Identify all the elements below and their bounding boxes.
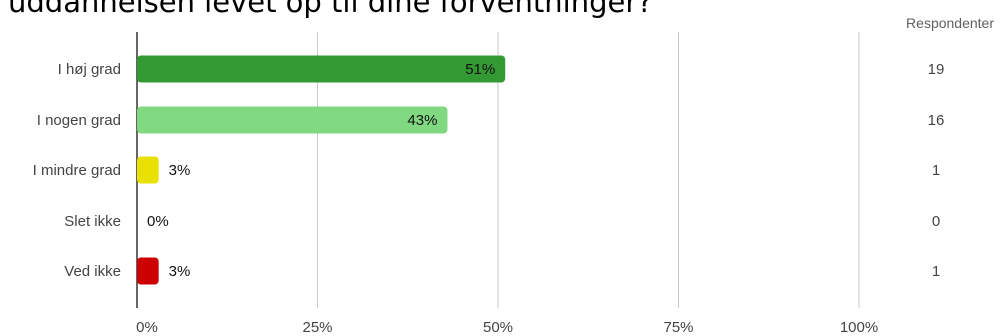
x-tick-label: 25%: [302, 319, 332, 336]
bar-value-label: 3%: [169, 263, 191, 280]
category-label: I nogen grad: [37, 112, 121, 129]
x-tick-label: 100%: [840, 319, 878, 336]
category-label: Slet ikke: [64, 213, 121, 230]
x-tick-label: 50%: [483, 319, 513, 336]
respondent-count: 0: [932, 213, 940, 230]
bar: [137, 106, 448, 134]
bar-value-label: 51%: [465, 61, 495, 78]
bar: [137, 257, 159, 285]
category-label: I høj grad: [58, 61, 121, 78]
respondent-count: 19: [928, 61, 945, 78]
category-label: I mindre grad: [33, 162, 121, 179]
bar-value-label: 3%: [169, 162, 191, 179]
bar-value-label: 43%: [407, 112, 437, 129]
bar: [137, 156, 159, 184]
category-label: Ved ikke: [64, 263, 121, 280]
respondent-count: 1: [932, 263, 940, 280]
respondent-count: 1: [932, 162, 940, 179]
respondents-header: Respondenter: [906, 15, 994, 31]
bar-value-label: 0%: [147, 213, 169, 230]
bar: [137, 55, 506, 83]
chart-title: uddannelsen levet op til dine forventnin…: [8, 0, 653, 18]
respondent-count: 16: [928, 112, 945, 129]
x-tick-label: 0%: [136, 319, 158, 336]
x-tick-label: 75%: [663, 319, 693, 336]
